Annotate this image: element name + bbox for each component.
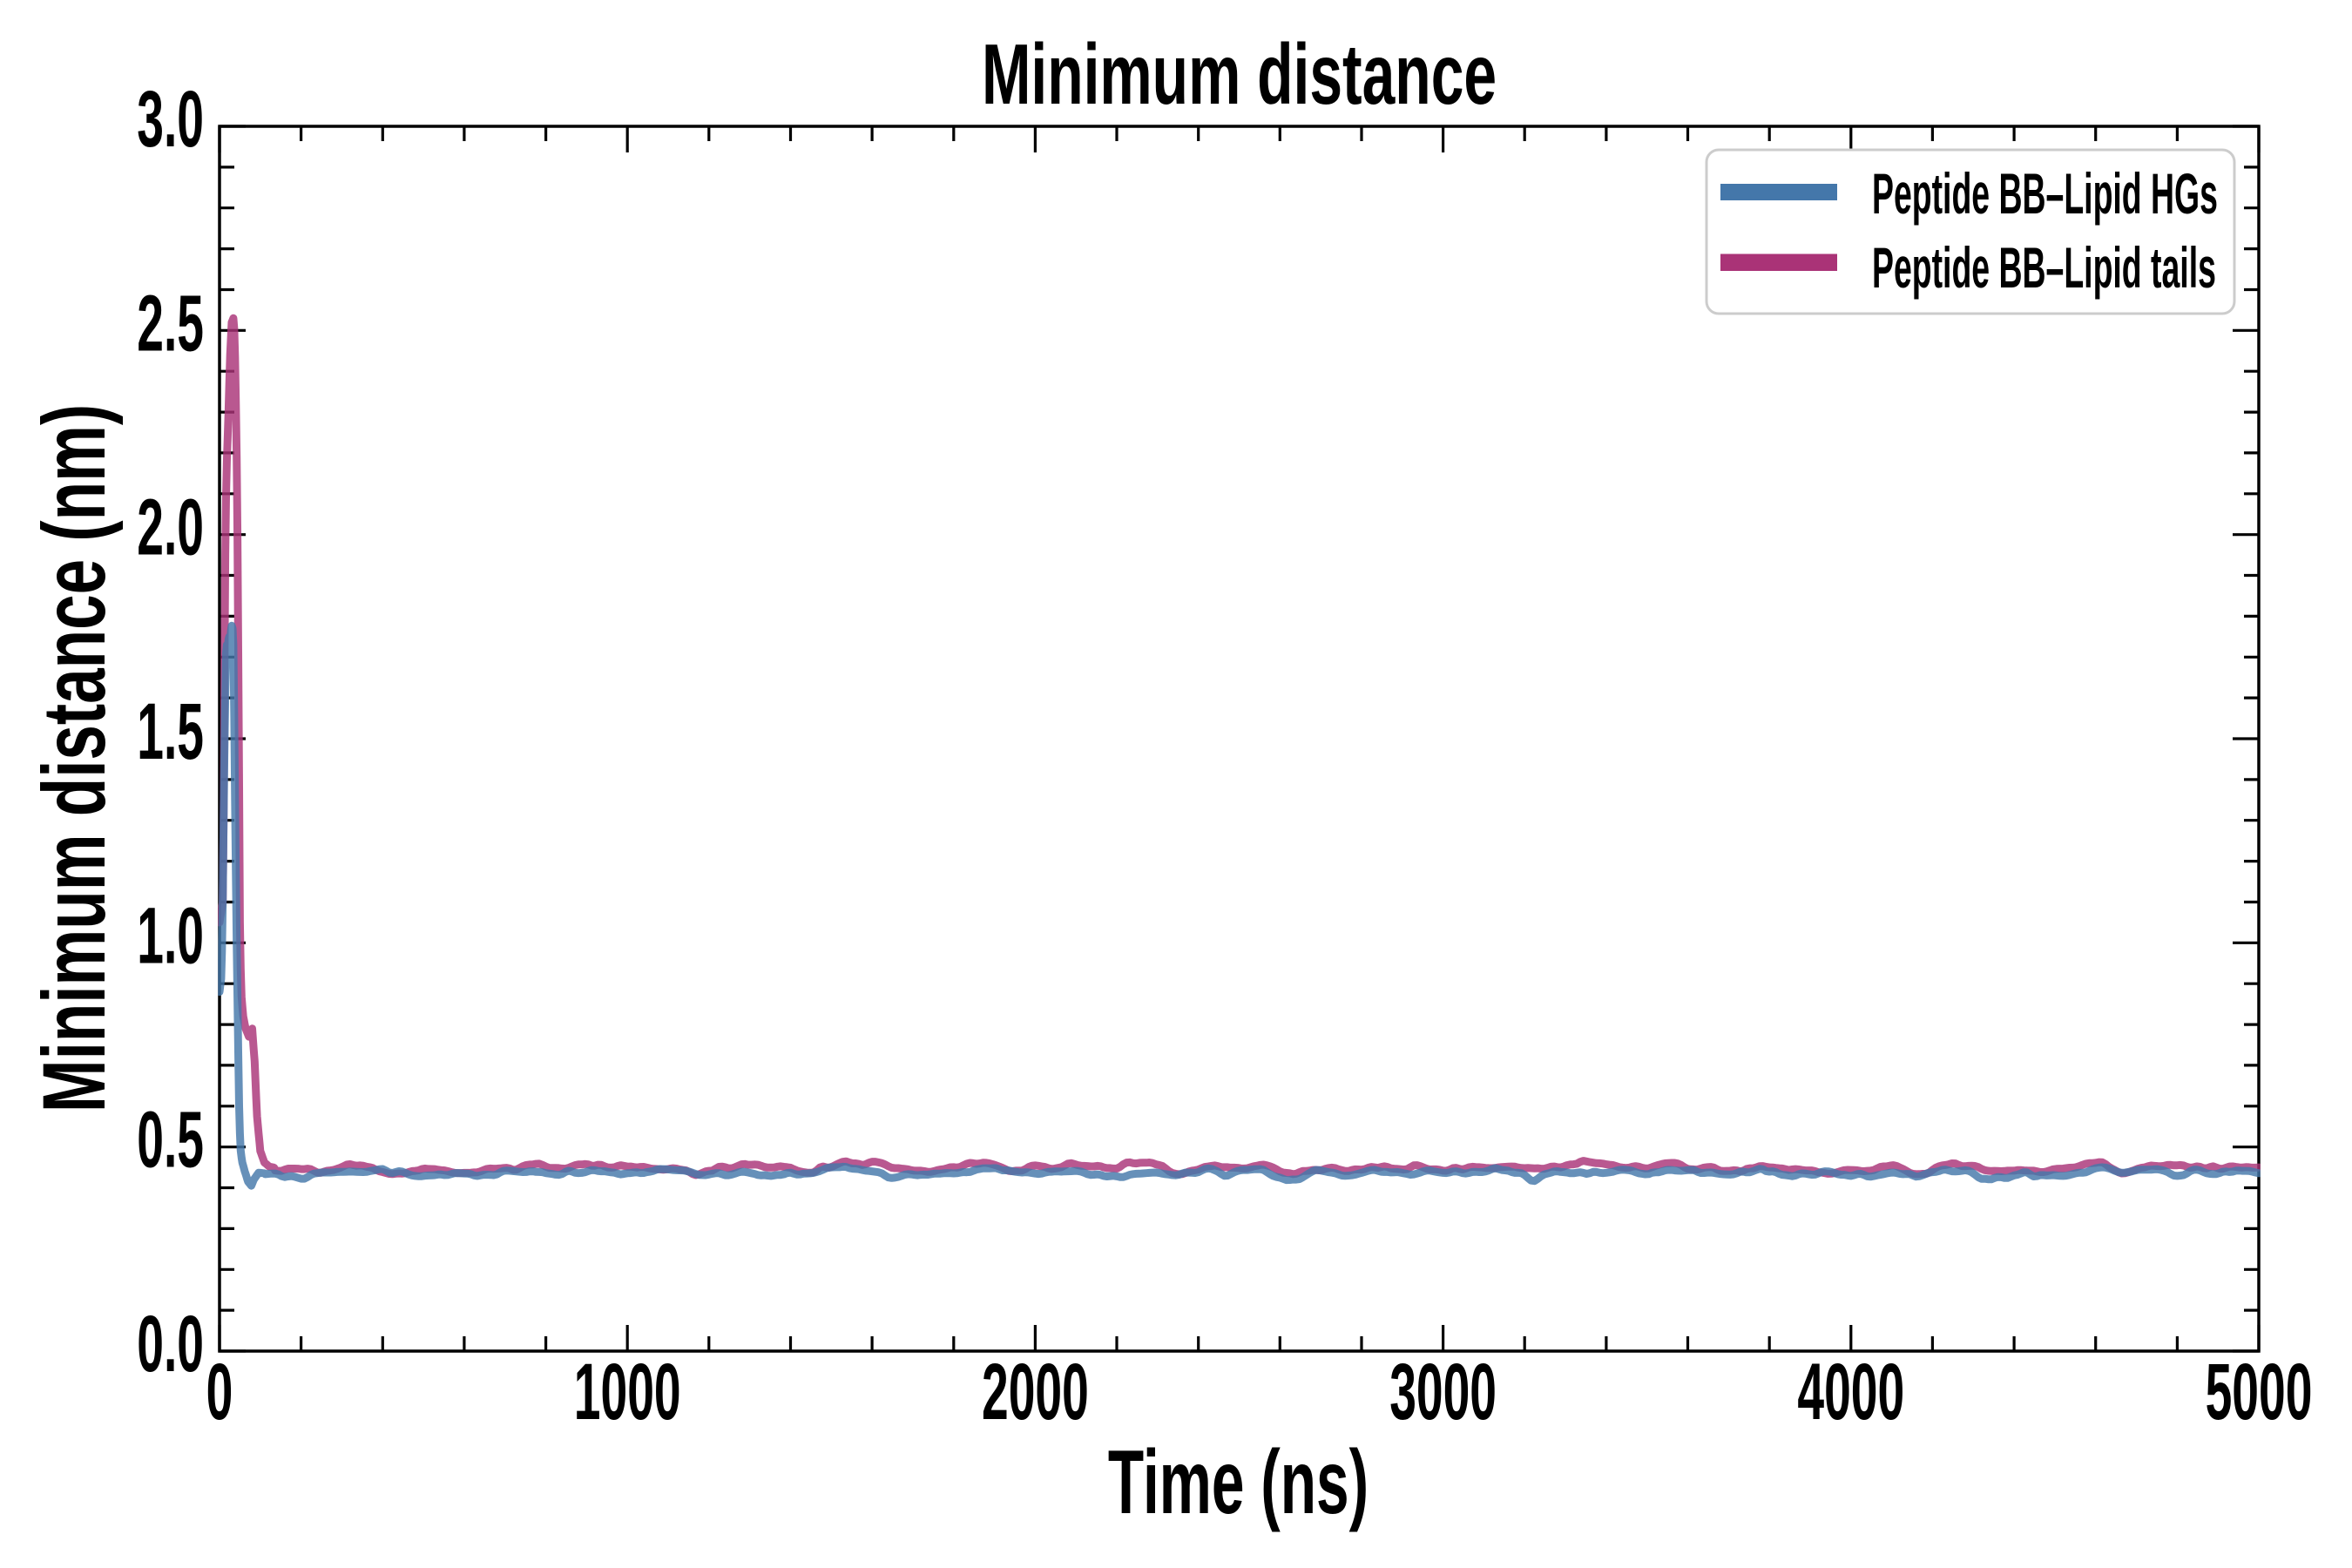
svg-text:Minimum distance: Minimum distance [982,25,1497,122]
svg-text:0.0: 0.0 [137,1300,204,1389]
svg-text:3.0: 3.0 [137,75,204,165]
svg-text:3000: 3000 [1389,1348,1497,1437]
svg-text:1.5: 1.5 [137,687,204,777]
svg-text:Minimum distance (nm): Minimum distance (nm) [24,404,124,1112]
svg-text:2.5: 2.5 [137,279,204,368]
svg-text:1000: 1000 [574,1348,681,1437]
svg-text:Peptide BB–Lipid HGs: Peptide BB–Lipid HGs [1872,162,2218,226]
svg-text:2.0: 2.0 [137,483,204,572]
svg-text:4000: 4000 [1797,1348,1904,1437]
svg-text:0: 0 [206,1348,233,1437]
svg-text:2000: 2000 [982,1348,1089,1437]
svg-text:Peptide BB–Lipid tails: Peptide BB–Lipid tails [1872,236,2216,301]
svg-text:5000: 5000 [2206,1348,2313,1437]
svg-text:Time (ns): Time (ns) [1108,1431,1369,1532]
svg-text:1.0: 1.0 [137,891,204,981]
svg-text:0.5: 0.5 [137,1095,204,1185]
